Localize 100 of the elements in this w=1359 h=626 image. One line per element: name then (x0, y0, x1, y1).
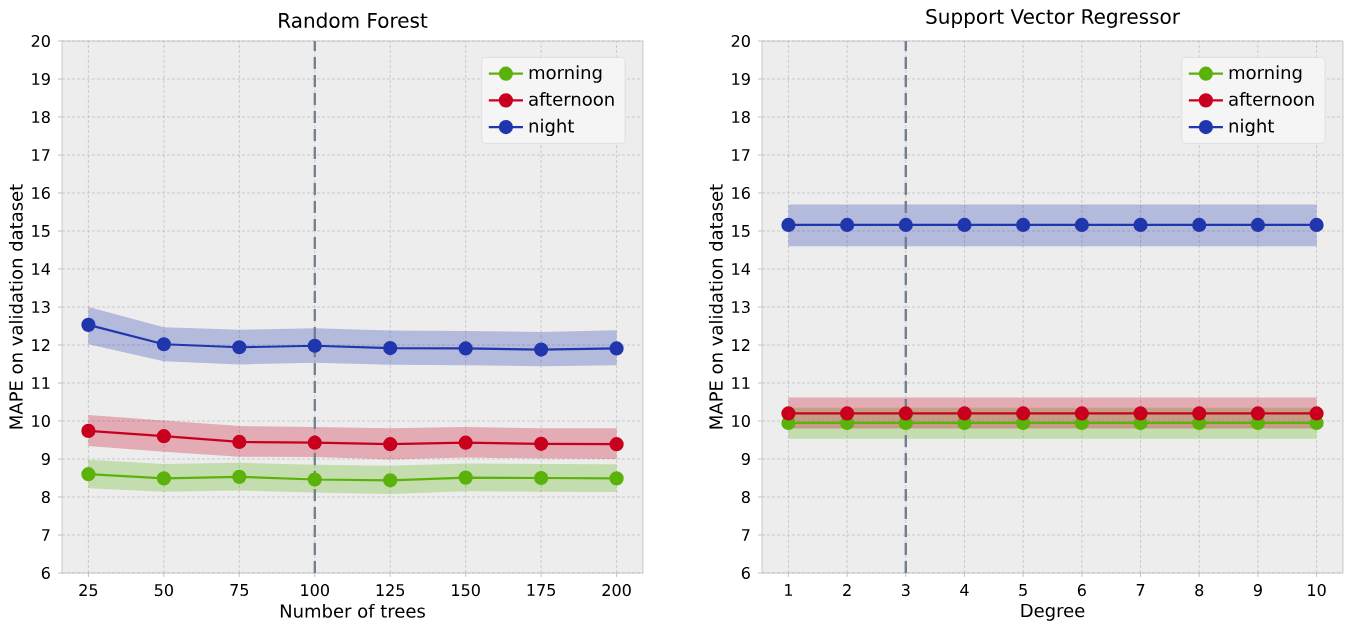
y-tick-label: 6 (741, 566, 750, 580)
point (307, 338, 322, 353)
y-tick-label: 15 (732, 225, 750, 237)
point (840, 217, 855, 233)
y-tick-label: 16 (732, 186, 750, 200)
x-tick-label: 100 (301, 584, 329, 597)
y-axis-title: MAPE on validation dataset (8, 184, 23, 429)
y-tick-label: 12 (732, 339, 750, 351)
y-tick-label: 6 (41, 566, 50, 580)
x-tick-label: 7 (1136, 584, 1145, 596)
point (383, 437, 398, 452)
point (1074, 406, 1089, 421)
legend-label: morning (529, 65, 602, 83)
point (534, 470, 549, 486)
x-tick-label: 4 (960, 584, 969, 596)
y-tick-label: 15 (32, 225, 50, 237)
chart-title: Random Forest (279, 12, 428, 28)
point (307, 472, 322, 487)
y-tick-label: 9 (741, 452, 750, 466)
point (232, 340, 247, 355)
point (383, 473, 398, 488)
point (1250, 217, 1266, 233)
point (156, 471, 171, 486)
point (458, 341, 473, 356)
point (1309, 406, 1324, 421)
x-tick-label: 2 (843, 584, 851, 596)
point (1192, 406, 1207, 421)
point (957, 217, 972, 233)
legend-label: afternoon (529, 92, 614, 106)
point (898, 217, 913, 233)
y-tick-label: 13 (32, 300, 50, 314)
point (1074, 217, 1089, 233)
legend-label: night (529, 118, 574, 137)
point (1192, 217, 1207, 233)
point (534, 436, 549, 451)
point (383, 340, 398, 356)
x-tick-label: 25 (79, 584, 98, 597)
y-tick-label: 18 (32, 110, 50, 124)
y-tick-label: 19 (732, 72, 750, 86)
y-tick-label: 7 (42, 529, 50, 541)
x-tick-label: 175 (527, 584, 555, 596)
y-tick-label: 16 (32, 186, 50, 200)
y-tick-label: 8 (41, 490, 50, 504)
point (232, 469, 247, 484)
point (609, 471, 624, 486)
y-tick-label: 9 (41, 452, 50, 466)
x-tick-label: 1 (785, 584, 793, 596)
y-tick-label: 20 (731, 34, 750, 48)
legend-label: night (1229, 118, 1274, 137)
point (458, 470, 473, 485)
y-tick-label: 8 (741, 490, 750, 504)
y-tick-label: 13 (732, 300, 750, 314)
point (1016, 406, 1031, 421)
point (534, 342, 549, 357)
x-tick-label: 150 (452, 584, 480, 597)
point (81, 467, 96, 482)
y-tick-label: 12 (32, 339, 50, 351)
point (840, 406, 855, 421)
point (957, 406, 972, 421)
x-tick-label: 200 (602, 584, 631, 597)
x-tick-label: 8 (1195, 584, 1204, 597)
point (781, 406, 796, 421)
y-tick-label: 7 (742, 529, 750, 541)
x-tick-label: 3 (901, 584, 910, 597)
point (609, 437, 624, 452)
y-tick-label: 14 (732, 263, 751, 275)
x-axis-title: Number of trees (280, 603, 425, 618)
x-tick-label: 6 (1077, 584, 1086, 597)
point (156, 429, 171, 444)
x-axis-title: Degree (1021, 603, 1085, 621)
point (898, 406, 913, 421)
point (232, 434, 247, 449)
point (458, 435, 473, 450)
point (1133, 217, 1148, 233)
point (609, 341, 624, 356)
y-tick-label: 10 (732, 414, 750, 428)
y-tick-label: 17 (32, 149, 50, 161)
point (1309, 217, 1324, 233)
x-tick-label: 125 (376, 584, 405, 597)
y-tick-label: 19 (32, 72, 50, 86)
point (156, 337, 171, 352)
y-axis-title: MAPE on validation dataset (708, 184, 723, 429)
x-tick-label: 10 (1308, 584, 1326, 597)
point (307, 435, 322, 450)
y-tick-label: 11 (32, 377, 50, 389)
x-tick-label: 50 (154, 584, 173, 597)
point (81, 317, 96, 332)
y-tick-label: 14 (32, 263, 51, 275)
point (81, 423, 96, 438)
y-tick-label: 10 (32, 414, 50, 428)
point (781, 217, 796, 233)
x-tick-label: 9 (1253, 584, 1262, 597)
x-tick-label: 5 (1019, 584, 1027, 596)
y-tick-label: 11 (732, 377, 750, 389)
y-tick-label: 20 (31, 34, 50, 48)
legend-label: morning (1229, 65, 1302, 83)
legend-label: afternoon (1229, 92, 1314, 106)
y-tick-label: 17 (732, 149, 750, 161)
chart-title: Support Vector Regressor (926, 8, 1180, 28)
x-tick-label: 75 (230, 584, 249, 596)
